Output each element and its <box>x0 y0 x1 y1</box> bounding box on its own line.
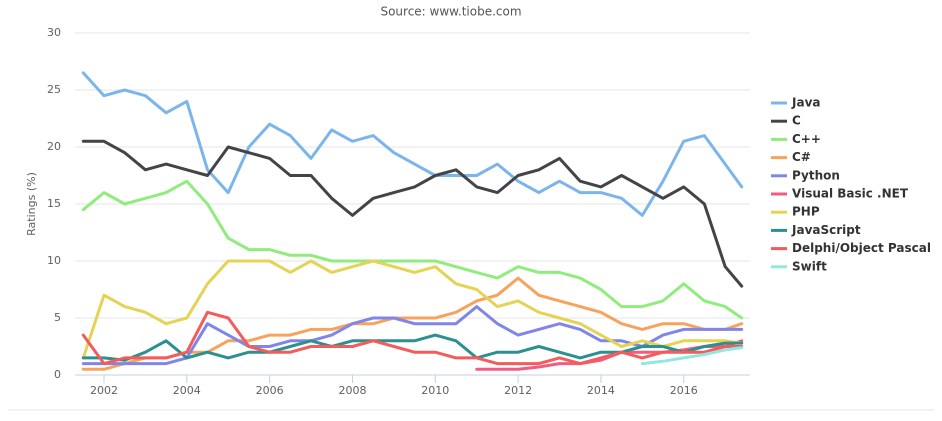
series-line <box>81 259 744 360</box>
x-tick-label: 2004 <box>173 384 201 397</box>
chart-title: Source: www.tiobe.com <box>380 5 521 19</box>
legend-item[interactable]: C++ <box>771 132 821 146</box>
legend-item[interactable]: C# <box>771 150 811 164</box>
legend-label: Python <box>792 168 840 182</box>
legend-item[interactable]: Java <box>771 96 820 110</box>
legend-item[interactable]: Swift <box>771 259 827 273</box>
x-tick-label: 2010 <box>421 384 449 397</box>
legend-item[interactable]: PHP <box>771 205 820 219</box>
legend-label: C++ <box>792 132 821 146</box>
series-line <box>81 305 744 366</box>
x-tick-label: 2012 <box>504 384 532 397</box>
legend-label: C# <box>792 150 811 164</box>
y-tick-label: 0 <box>54 368 61 381</box>
legend-item[interactable]: Delphi/Object Pascal <box>771 241 931 255</box>
legend-label: Visual Basic .NET <box>792 187 909 201</box>
legend-item[interactable]: JavaScript <box>771 223 861 237</box>
x-tick-label: 2002 <box>90 384 118 397</box>
y-axis-title: Ratings (%) <box>25 172 38 236</box>
y-tick-label: 30 <box>47 26 61 39</box>
x-tick-label: 2016 <box>670 384 698 397</box>
x-tick-label: 2008 <box>338 384 366 397</box>
legend-item[interactable]: Python <box>771 168 840 182</box>
legend-label: Delphi/Object Pascal <box>792 241 931 255</box>
y-tick-label: 10 <box>47 254 61 267</box>
y-tick-label: 15 <box>47 197 61 210</box>
legend-label: JavaScript <box>791 223 861 237</box>
legend-label: C <box>792 114 801 128</box>
legend-label: PHP <box>792 205 820 219</box>
legend: Java C C++ C# Python Visual Basic .NET PHP Java… <box>771 96 931 273</box>
legend-label: Java <box>791 96 820 110</box>
series-line <box>81 310 744 366</box>
series-line <box>640 346 744 366</box>
legend-label: Swift <box>792 259 827 273</box>
series-line <box>81 71 744 217</box>
legend-item[interactable]: C <box>771 114 801 128</box>
y-tick-label: 20 <box>47 140 61 153</box>
y-tick-label: 25 <box>47 83 61 96</box>
series-line <box>81 276 744 371</box>
series-line <box>81 139 744 288</box>
y-tick-label: 5 <box>54 311 61 324</box>
x-tick-label: 2006 <box>256 384 284 397</box>
x-tick-label: 2014 <box>587 384 615 397</box>
legend-item[interactable]: Visual Basic .NET <box>771 187 909 201</box>
series-line <box>81 333 744 362</box>
series-line <box>81 179 744 320</box>
